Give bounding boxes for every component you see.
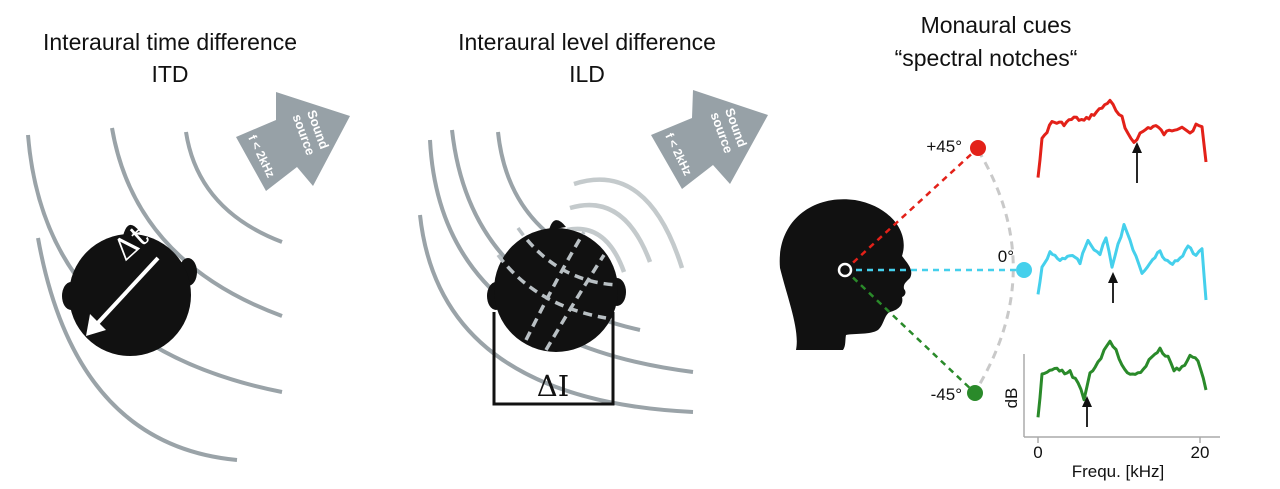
itd-wave-4 (36, 237, 238, 462)
x-tick-20: 20 (1191, 443, 1210, 462)
source-dot-down (967, 385, 983, 401)
ild-dashed-waves (496, 226, 619, 351)
ray-down (844, 269, 976, 394)
itd-wave-1 (184, 131, 283, 244)
monaural-subtitle: “spectral notches“ (895, 45, 1078, 71)
ild-delta-label: ΔI (537, 369, 569, 403)
ild-head (487, 220, 626, 352)
itd-wave-2 (110, 127, 283, 318)
spectrum-mid (1036, 223, 1208, 301)
source-dot-mid (1016, 262, 1032, 278)
ild-speaker-icon (651, 90, 768, 189)
itd-panel: Interaural time difference ITD Δt Sound … (26, 29, 350, 462)
ild-reflected-waves (566, 177, 685, 273)
ild-subtitle: ILD (569, 61, 605, 87)
ild-panel: Interaural level difference ILD (418, 29, 768, 414)
angle-label-down: -45° (931, 385, 962, 404)
ild-sound-source: Sound source f < 2kHz (651, 90, 768, 189)
ild-nose (549, 220, 566, 230)
notch-arrow-down (1082, 396, 1092, 427)
ild-level-bracket (492, 312, 615, 406)
angle-label-up: +45° (926, 137, 962, 156)
spectrum-axes: dB 0 20 Frequ. [kHz] (1002, 354, 1220, 481)
spectrum-down (1036, 339, 1208, 418)
y-axis-label: dB (1002, 388, 1021, 409)
x-axis-label: Frequ. [kHz] (1072, 462, 1165, 481)
monaural-panel: Monaural cues “spectral notches“ +45° 0°… (779, 12, 1220, 481)
ild-reflect-3 (566, 226, 627, 273)
itd-subtitle: ITD (151, 61, 188, 87)
angle-label-mid: 0° (998, 247, 1014, 266)
spectrum-up (1036, 98, 1208, 178)
itd-sound-source: Sound source f < 2kHz (236, 92, 350, 191)
itd-speaker-icon (236, 92, 350, 191)
notch-arrow-up (1132, 142, 1142, 183)
itd-title: Interaural time difference (43, 29, 297, 55)
itd-nose (123, 224, 140, 236)
ray-up (844, 147, 979, 271)
notch-arrow-mid (1108, 272, 1118, 303)
ild-title: Interaural level difference (458, 29, 716, 55)
ild-wave-4 (418, 214, 694, 414)
ild-reflect-2 (569, 202, 653, 263)
ear-marker (837, 262, 853, 278)
ild-head-circle (494, 228, 618, 352)
ild-reflect-1 (573, 177, 685, 269)
source-dot-up (970, 140, 986, 156)
monaural-title: Monaural cues (921, 12, 1072, 38)
x-tick-0: 0 (1033, 443, 1042, 462)
